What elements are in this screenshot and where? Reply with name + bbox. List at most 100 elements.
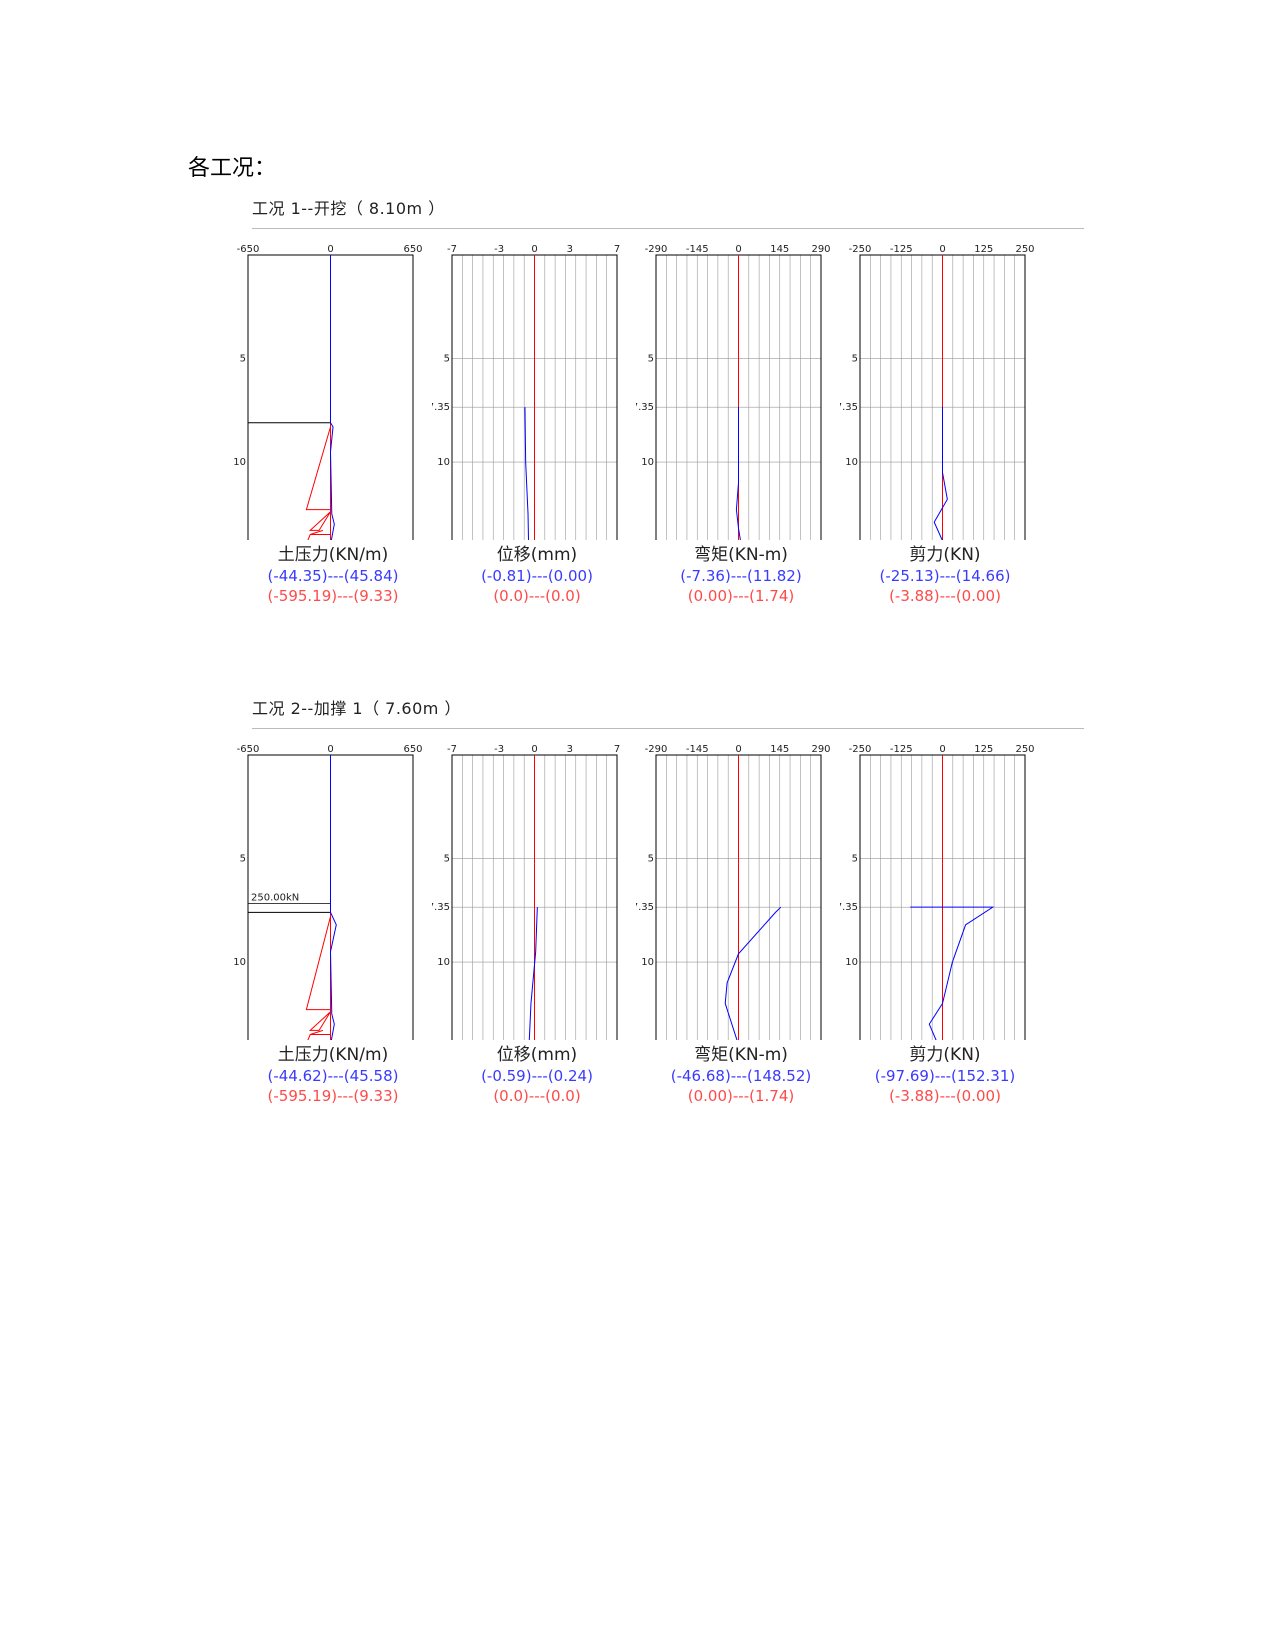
x-tick-label: 145 <box>770 244 789 255</box>
x-tick-label: -3 <box>494 244 504 255</box>
x-tick-label: 650 <box>403 244 422 255</box>
range-current: (-46.68)---(148.52) <box>670 1067 812 1085</box>
x-tick-label: -290 <box>645 244 668 255</box>
chart-svg: -7-303757.351015.60 <box>432 744 620 1040</box>
range-current: (-97.69)---(152.31) <box>874 1067 1016 1085</box>
range-current: (-7.36)---(11.82) <box>680 567 802 585</box>
panel-label: 位移(mm) <box>496 545 578 565</box>
chart-svg: -250-125012525057.351015.60 <box>840 744 1035 1040</box>
range-current: (-0.81)---(0.00) <box>481 567 593 585</box>
result-curve <box>528 907 538 1040</box>
x-tick-label: 0 <box>939 744 945 755</box>
case-divider <box>252 228 1084 229</box>
x-tick-label: 0 <box>531 744 537 755</box>
result-curve <box>524 407 529 540</box>
x-tick-label: 0 <box>327 744 333 755</box>
panel-label: 土压力(KN/m) <box>277 545 389 565</box>
range-envelope: (0.0)---(0.0) <box>493 1087 581 1105</box>
panel-label: 土压力(KN/m) <box>277 1045 389 1065</box>
range-current: (-44.35)---(45.84) <box>267 567 399 585</box>
x-tick-label: 0 <box>939 244 945 255</box>
x-tick-label: -290 <box>645 744 668 755</box>
chart-svg: -650065051015.60 <box>233 244 423 540</box>
chart-svg: -7-303757.351015.60 <box>432 244 620 540</box>
range-envelope: (-595.19)---(9.33) <box>267 1087 399 1105</box>
y-tick-label: 10 <box>845 457 858 468</box>
earth-pressure-envelope <box>305 916 331 1011</box>
range-envelope: (0.0)---(0.0) <box>493 587 581 605</box>
y-tick-label: 10 <box>845 957 858 968</box>
range-current: (-44.62)---(45.58) <box>267 1067 399 1085</box>
result-curve <box>910 906 995 1040</box>
case-title: 工况 1--开挖（ 8.10m ） <box>252 199 445 218</box>
x-tick-label: -7 <box>447 244 457 255</box>
range-envelope: (-3.88)---(0.00) <box>889 587 1001 605</box>
range-current: (-25.13)---(14.66) <box>879 567 1011 585</box>
chart-panel: -7-303757.351015.60位移(mm)(-0.81)---(0.00… <box>432 195 642 625</box>
x-tick-label: 7 <box>614 744 620 755</box>
result-curve <box>933 407 948 540</box>
chart-panel: -250-125012525057.351015.60剪力(KN)(-25.13… <box>840 195 1050 625</box>
chart-panel: -650065051015.60土压力(KN/m)(-44.35)---(45.… <box>228 195 438 625</box>
x-tick-label: 250 <box>1015 744 1034 755</box>
x-tick-label: 0 <box>735 744 741 755</box>
x-tick-label: 290 <box>811 744 830 755</box>
chart-svg: -290-145014529057.351015.60 <box>636 744 831 1040</box>
y-tick-label: 5 <box>648 354 654 365</box>
x-tick-label: -125 <box>890 744 913 755</box>
earth-pressure-envelope <box>310 529 324 535</box>
case-divider <box>252 728 1084 729</box>
chart-panel: -7-303757.351015.60位移(mm)(-0.59)---(0.24… <box>432 695 642 1125</box>
x-tick-label: -3 <box>494 744 504 755</box>
x-tick-label: 650 <box>403 744 422 755</box>
panel-label: 位移(mm) <box>496 1045 578 1065</box>
earth-pressure-curve <box>329 755 337 1040</box>
y-tick-label: 5 <box>240 854 246 865</box>
panel-label: 剪力(KN) <box>909 1045 981 1065</box>
y-tick-label: 5 <box>852 854 858 865</box>
y-tick-label: 7.35 <box>840 402 858 413</box>
chart-svg: -650065051015.60250.00kN <box>233 744 423 1040</box>
chart-panel: -650065051015.60250.00kN土压力(KN/m)(-44.62… <box>228 695 438 1125</box>
earth-pressure-envelope <box>307 534 331 540</box>
x-tick-label: 125 <box>974 744 993 755</box>
y-tick-label: 5 <box>852 354 858 365</box>
y-tick-label: 10 <box>437 957 450 968</box>
x-tick-label: -145 <box>686 244 709 255</box>
x-tick-label: -650 <box>237 244 260 255</box>
y-tick-label: 10 <box>233 457 246 468</box>
panel-label: 弯矩(KN-m) <box>694 1045 788 1065</box>
y-tick-label: 10 <box>641 957 654 968</box>
x-tick-label: -250 <box>849 744 872 755</box>
y-tick-label: 5 <box>240 354 246 365</box>
earth-pressure-envelope <box>305 426 331 511</box>
earth-pressure-envelope <box>308 511 331 531</box>
y-tick-label: 10 <box>233 957 246 968</box>
strut-force-label: 250.00kN <box>251 892 299 903</box>
y-tick-label: 7.35 <box>636 902 654 913</box>
panel-label: 剪力(KN) <box>909 545 981 565</box>
x-tick-label: 0 <box>531 244 537 255</box>
page-heading: 各工况： <box>188 156 277 181</box>
x-tick-label: 250 <box>1015 244 1034 255</box>
y-tick-label: 5 <box>444 354 450 365</box>
x-tick-label: 7 <box>614 244 620 255</box>
x-tick-label: 0 <box>735 244 741 255</box>
result-curve <box>724 906 782 1040</box>
x-tick-label: -145 <box>686 744 709 755</box>
range-envelope: (0.00)---(1.74) <box>687 587 795 605</box>
range-envelope: (-3.88)---(0.00) <box>889 1087 1001 1105</box>
x-tick-label: 3 <box>567 744 573 755</box>
chart-svg: -290-145014529057.351015.60 <box>636 244 831 540</box>
x-tick-label: -7 <box>447 744 457 755</box>
earth-pressure-envelope <box>308 1011 331 1031</box>
chart-svg: -250-125012525057.351015.60 <box>840 244 1035 540</box>
x-tick-label: 0 <box>327 244 333 255</box>
x-tick-label: 3 <box>567 244 573 255</box>
y-tick-label: 7.35 <box>432 402 450 413</box>
range-envelope: (0.00)---(1.74) <box>687 1087 795 1105</box>
chart-panel: -290-145014529057.351015.60弯矩(KN-m)(-7.3… <box>636 195 846 625</box>
case-title: 工况 2--加撑 1（ 7.60m ） <box>252 699 461 718</box>
x-tick-label: -250 <box>849 244 872 255</box>
chart-panel: -250-125012525057.351015.60剪力(KN)(-97.69… <box>840 695 1050 1125</box>
